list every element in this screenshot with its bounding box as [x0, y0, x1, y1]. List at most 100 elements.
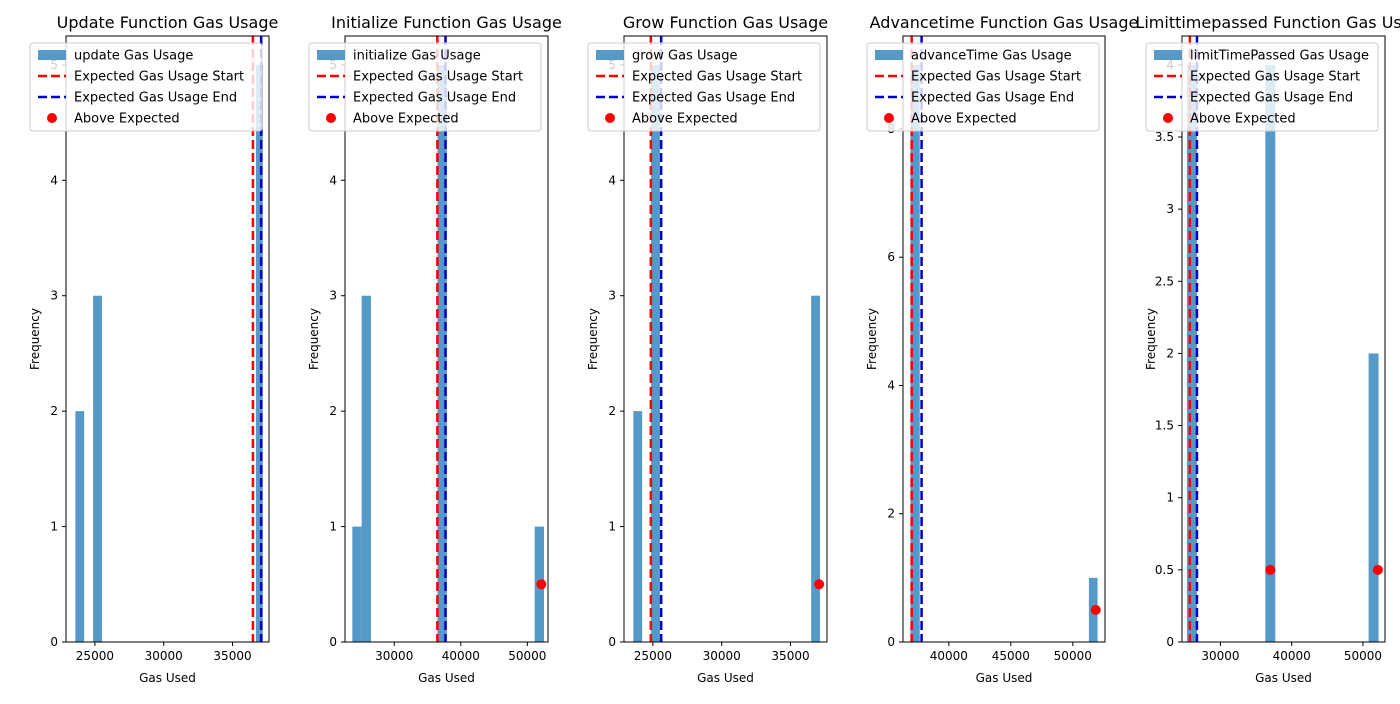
histogram-bar	[1265, 64, 1276, 642]
chart-title: Limittimepassed Function Gas Usage	[1135, 13, 1400, 32]
x-tick-label: 50000	[508, 649, 546, 663]
x-tick-label: 40000	[930, 649, 968, 663]
y-tick-label: 4	[50, 173, 58, 187]
above-expected-point	[536, 579, 547, 590]
x-tick-label: 40000	[1273, 649, 1311, 663]
legend-label: Expected Gas Usage Start	[353, 70, 523, 85]
histogram-bar	[361, 295, 371, 642]
x-tick-label: 40000	[442, 649, 480, 663]
legend-box	[308, 42, 542, 132]
y-tick-label: 1	[1166, 491, 1174, 505]
chart-title: Initialize Function Gas Usage	[331, 13, 562, 32]
y-tick-label: 2	[1166, 346, 1174, 360]
axes-frame	[1181, 35, 1386, 643]
subplot-2: 300004000050000012345Gas UsedFrequencyIn…	[307, 13, 562, 685]
y-axis-label: Frequency	[307, 308, 321, 370]
legend: grow Gas Usage Expected Gas Usage Start Ex…	[587, 42, 821, 132]
y-tick-label: 1	[329, 520, 337, 534]
legend-box	[587, 42, 821, 132]
x-tick-label: 35000	[213, 649, 251, 663]
subplot-3: 250003000035000012345Gas UsedFrequencyGr…	[586, 13, 828, 685]
legend-swatch-point	[1163, 113, 1173, 123]
y-tick-label: 1	[608, 520, 616, 534]
legend-label: Above Expected	[1190, 112, 1296, 127]
y-axis-label: Frequency	[586, 308, 600, 370]
plot-area	[910, 36, 1101, 642]
y-tick-label: 0	[329, 635, 337, 649]
legend: advanceTime Gas Usage Expected Gas Usage …	[866, 42, 1100, 132]
x-tick-label: 30000	[703, 649, 741, 663]
x-tick-label: 45000	[992, 649, 1030, 663]
legend-box	[1145, 42, 1379, 132]
plot-area	[633, 36, 825, 642]
above-expected-point	[814, 579, 825, 590]
y-tick-label: 2	[608, 404, 616, 418]
y-tick-label: 3	[608, 289, 616, 303]
histogram-bar	[1186, 64, 1197, 642]
y-tick-label: 2	[329, 404, 337, 418]
legend-label: Expected Gas Usage End	[911, 91, 1074, 106]
legend-label: Expected Gas Usage End	[1190, 91, 1353, 106]
histogram-bar	[437, 64, 447, 642]
y-tick-label: 2	[887, 507, 895, 521]
legend-label: Above Expected	[632, 112, 738, 127]
axes-frame	[344, 35, 549, 643]
y-tick-label: 0.5	[1155, 563, 1174, 577]
x-axis-label: Gas Used	[1255, 671, 1312, 685]
legend: limitTimePassed Gas Usage Expected Gas Us…	[1145, 42, 1379, 132]
y-axis-label: Frequency	[28, 308, 42, 370]
y-tick-label: 1.5	[1155, 419, 1174, 433]
above-expected-point	[1372, 564, 1383, 575]
legend-swatch-point	[884, 113, 894, 123]
above-expected-point	[1265, 564, 1276, 575]
histogram-bar	[352, 526, 362, 642]
y-axis-label: Frequency	[1144, 308, 1158, 370]
x-axis-label: Gas Used	[976, 671, 1033, 685]
axes-frame	[623, 35, 828, 643]
y-tick-label: 4	[887, 378, 895, 392]
y-tick-label: 2	[50, 404, 58, 418]
y-tick-label: 0	[1166, 635, 1174, 649]
histogram-bar	[93, 295, 102, 642]
histogram-bar	[910, 64, 920, 642]
y-tick-label: 4	[329, 173, 337, 187]
x-tick-label: 30000	[375, 649, 413, 663]
y-tick-label: 3	[1166, 202, 1174, 216]
legend-label: Above Expected	[74, 112, 180, 127]
y-tick-label: 1	[50, 520, 58, 534]
legend-label: grow Gas Usage	[632, 49, 737, 64]
axes-frame	[902, 35, 1106, 643]
y-tick-label: 6	[887, 250, 895, 264]
x-tick-label: 30000	[1201, 649, 1239, 663]
legend-label: Expected Gas Usage Start	[911, 70, 1081, 85]
legend-swatch-point	[605, 113, 615, 123]
y-tick-label: 2.5	[1155, 274, 1174, 288]
legend-label: Expected Gas Usage Start	[1190, 70, 1360, 85]
legend-box	[29, 42, 263, 132]
x-tick-label: 25000	[634, 649, 672, 663]
legend-swatch-point	[47, 113, 57, 123]
legend-label: Expected Gas Usage End	[353, 91, 516, 106]
y-axis-label: Frequency	[865, 308, 879, 370]
chart-title: Update Function Gas Usage	[57, 13, 279, 32]
x-tick-label: 35000	[771, 649, 809, 663]
axes-frame	[65, 35, 270, 643]
legend-label: limitTimePassed Gas Usage	[1190, 49, 1369, 64]
legend-swatch-bar	[875, 50, 903, 60]
chart-title: Grow Function Gas Usage	[623, 13, 828, 32]
legend-label: initialize Gas Usage	[353, 49, 481, 64]
y-tick-label: 0	[50, 635, 58, 649]
y-tick-label: 4	[608, 173, 616, 187]
legend-label: advanceTime Gas Usage	[911, 49, 1072, 64]
x-axis-label: Gas Used	[697, 671, 754, 685]
histogram-bar	[75, 411, 85, 642]
histogram-bar	[811, 295, 820, 642]
histogram-bar	[633, 411, 643, 642]
legend-swatch-bar	[317, 50, 345, 60]
legend-label: Expected Gas Usage End	[632, 91, 795, 106]
legend-swatch-point	[326, 113, 336, 123]
histogram-bar	[255, 64, 263, 642]
x-axis-label: Gas Used	[418, 671, 475, 685]
legend-label: Expected Gas Usage End	[74, 91, 237, 106]
